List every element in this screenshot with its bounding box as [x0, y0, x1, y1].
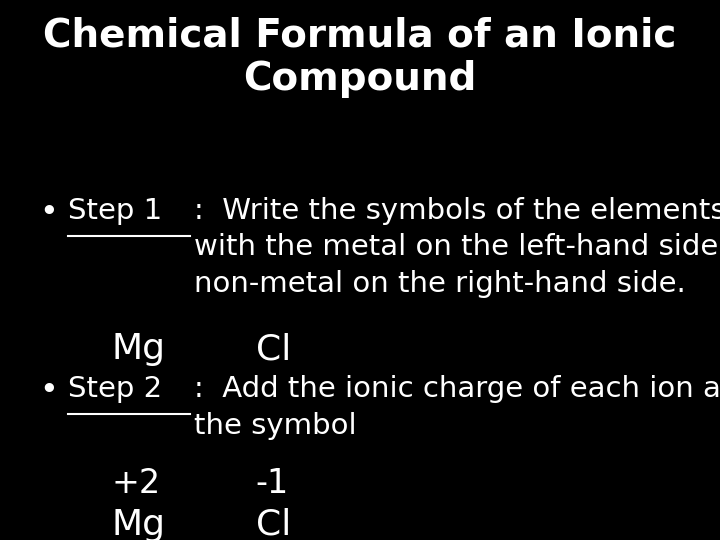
- Text: Step 1: Step 1: [68, 197, 163, 225]
- Text: Chemical Formula of an Ionic
Compound: Chemical Formula of an Ionic Compound: [43, 16, 677, 98]
- Text: Mg: Mg: [112, 508, 166, 540]
- Text: Mg: Mg: [112, 332, 166, 366]
- Text: Cl: Cl: [256, 332, 291, 366]
- Text: •: •: [40, 197, 58, 228]
- Text: +2: +2: [112, 467, 161, 500]
- Text: :  Write the symbols of the elements,
with the metal on the left-hand side and t: : Write the symbols of the elements, wit…: [194, 197, 720, 298]
- Text: Step 2: Step 2: [68, 375, 163, 403]
- Text: :  Add the ionic charge of each ion above
the symbol: : Add the ionic charge of each ion above…: [194, 375, 720, 440]
- Text: -1: -1: [256, 467, 289, 500]
- Text: •: •: [40, 375, 58, 406]
- Text: Cl: Cl: [256, 508, 291, 540]
